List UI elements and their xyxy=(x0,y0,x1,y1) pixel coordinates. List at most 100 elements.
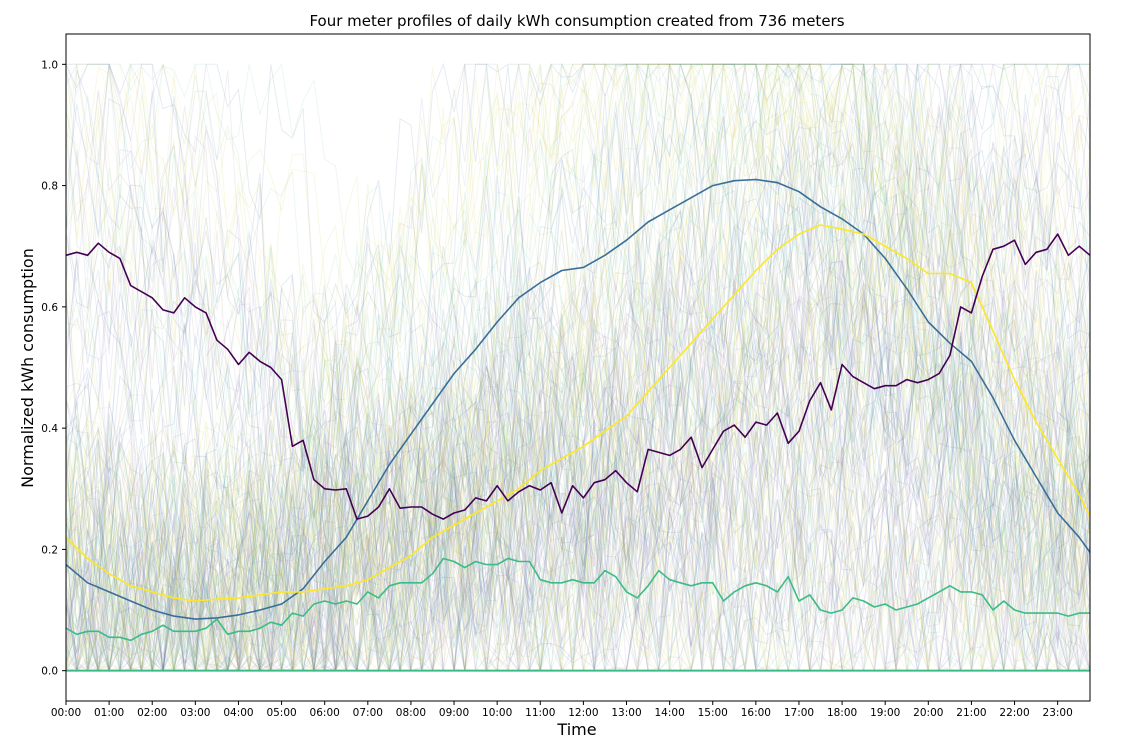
background-meter-line xyxy=(65,144,1091,613)
background-meter-line xyxy=(65,106,1091,672)
background-meter-line xyxy=(65,63,1091,672)
background-meter-line xyxy=(65,64,1091,622)
x-tick-label: 06:00 xyxy=(310,707,340,719)
background-meter-line xyxy=(65,124,1091,576)
background-meter-line xyxy=(65,333,1091,673)
background-meter-line xyxy=(65,62,1091,469)
background-meter-line xyxy=(65,64,1091,668)
background-meter-line xyxy=(65,67,1091,671)
background-meter-line xyxy=(65,183,1091,647)
y-tick-label: 1.0 xyxy=(41,59,58,71)
background-meter-line xyxy=(65,62,1091,671)
background-meter-line xyxy=(65,95,1091,600)
background-meter-line xyxy=(65,456,1091,672)
y-tick-label: 0.0 xyxy=(41,666,58,678)
background-meter-line xyxy=(65,62,1091,673)
background-meter-line xyxy=(65,310,1091,673)
profile-line-2 xyxy=(65,224,1091,602)
background-meter-line xyxy=(65,459,1091,672)
background-meter-line xyxy=(65,484,1091,673)
background-meter-line xyxy=(65,236,1091,672)
plot-frame xyxy=(65,33,1091,702)
background-meter-line xyxy=(65,85,1091,539)
background-meter-line xyxy=(65,92,1091,672)
x-tick-label: 12:00 xyxy=(568,707,598,719)
x-tick-label: 00:00 xyxy=(51,707,81,719)
background-meter-line xyxy=(65,452,1091,672)
background-meter-line xyxy=(65,63,1091,610)
profile-lines xyxy=(65,178,1091,642)
background-meter-line xyxy=(65,63,1091,505)
background-meter-line xyxy=(65,121,1091,671)
background-meter-line xyxy=(65,124,1091,634)
background-meter-line xyxy=(65,257,1091,673)
background-meter-line xyxy=(65,107,1091,672)
x-tick-label: 21:00 xyxy=(956,707,986,719)
background-meter-line xyxy=(65,110,1091,672)
background-meter-line xyxy=(65,96,1091,515)
background-meter-line xyxy=(65,89,1091,541)
background-meter-line xyxy=(65,244,1091,671)
x-tick-label: 07:00 xyxy=(353,707,383,719)
background-meter-line xyxy=(65,62,1091,673)
background-meter-line xyxy=(65,349,1091,653)
x-tick-label: 14:00 xyxy=(654,707,684,719)
background-meter-line xyxy=(66,311,1091,673)
background-meter-line xyxy=(66,266,1091,672)
x-axis-ticks: 00:00 01:00 02:00 03:00 04:00 05:00 06:00 07:00… xyxy=(51,701,1073,719)
background-meter-line xyxy=(65,204,1091,588)
background-meter-line xyxy=(65,149,1091,578)
background-meter-line xyxy=(65,227,1091,673)
background-meter-line xyxy=(65,129,1091,626)
background-meter-line xyxy=(65,63,1091,665)
background-meter-line xyxy=(65,172,1091,672)
x-tick-label: 08:00 xyxy=(396,707,426,719)
x-tick-label: 13:00 xyxy=(611,707,641,719)
background-meter-line xyxy=(65,64,1091,554)
x-tick-label: 09:00 xyxy=(439,707,469,719)
x-tick-label: 01:00 xyxy=(94,707,124,719)
background-meter-line xyxy=(65,410,1091,660)
background-meter-line xyxy=(65,398,1091,671)
x-tick-label: 18:00 xyxy=(827,707,857,719)
background-meter-line xyxy=(65,411,1091,651)
background-meter-line xyxy=(65,433,1091,673)
x-tick-label: 15:00 xyxy=(698,707,728,719)
chart-title: Four meter profiles of daily kWh consump… xyxy=(309,12,844,30)
background-meter-line xyxy=(65,293,1091,672)
background-meter-line xyxy=(65,295,1091,668)
background-meter-line xyxy=(65,62,1090,448)
background-meter-line xyxy=(65,299,1091,672)
x-tick-label: 03:00 xyxy=(180,707,210,719)
background-meter-line xyxy=(65,62,1091,604)
background-meter-line xyxy=(65,63,1091,580)
x-tick-label: 04:00 xyxy=(223,707,253,719)
background-meter-line xyxy=(65,499,1091,673)
background-meter-line xyxy=(65,442,1091,672)
x-tick-label: 16:00 xyxy=(741,707,771,719)
y-tick-label: 0.8 xyxy=(41,181,58,193)
background-meter-line xyxy=(65,63,1091,672)
background-meter-line xyxy=(65,63,1091,654)
background-meter-line xyxy=(65,423,1091,673)
background-meter-line xyxy=(65,63,1091,673)
background-meter-line xyxy=(66,102,1091,672)
background-meter-line xyxy=(65,63,1091,607)
background-meter-line xyxy=(65,62,1091,605)
profile-line-1 xyxy=(65,178,1091,620)
x-tick-label: 17:00 xyxy=(784,707,814,719)
background-meter-line xyxy=(65,252,1091,643)
background-meter-line xyxy=(65,348,1091,630)
background-meter-line xyxy=(65,438,1091,672)
background-meter-line xyxy=(65,152,1091,614)
background-meter-line xyxy=(65,371,1091,639)
background-meter-line xyxy=(65,62,1091,651)
background-meter-line xyxy=(66,498,1091,673)
background-meter-line xyxy=(65,93,1091,570)
background-meter-line xyxy=(65,302,1091,645)
background-meter-line xyxy=(65,290,1091,645)
y-tick-label: 0.6 xyxy=(41,302,58,314)
background-meter-line xyxy=(66,460,1091,672)
background-meter-line xyxy=(65,164,1091,662)
